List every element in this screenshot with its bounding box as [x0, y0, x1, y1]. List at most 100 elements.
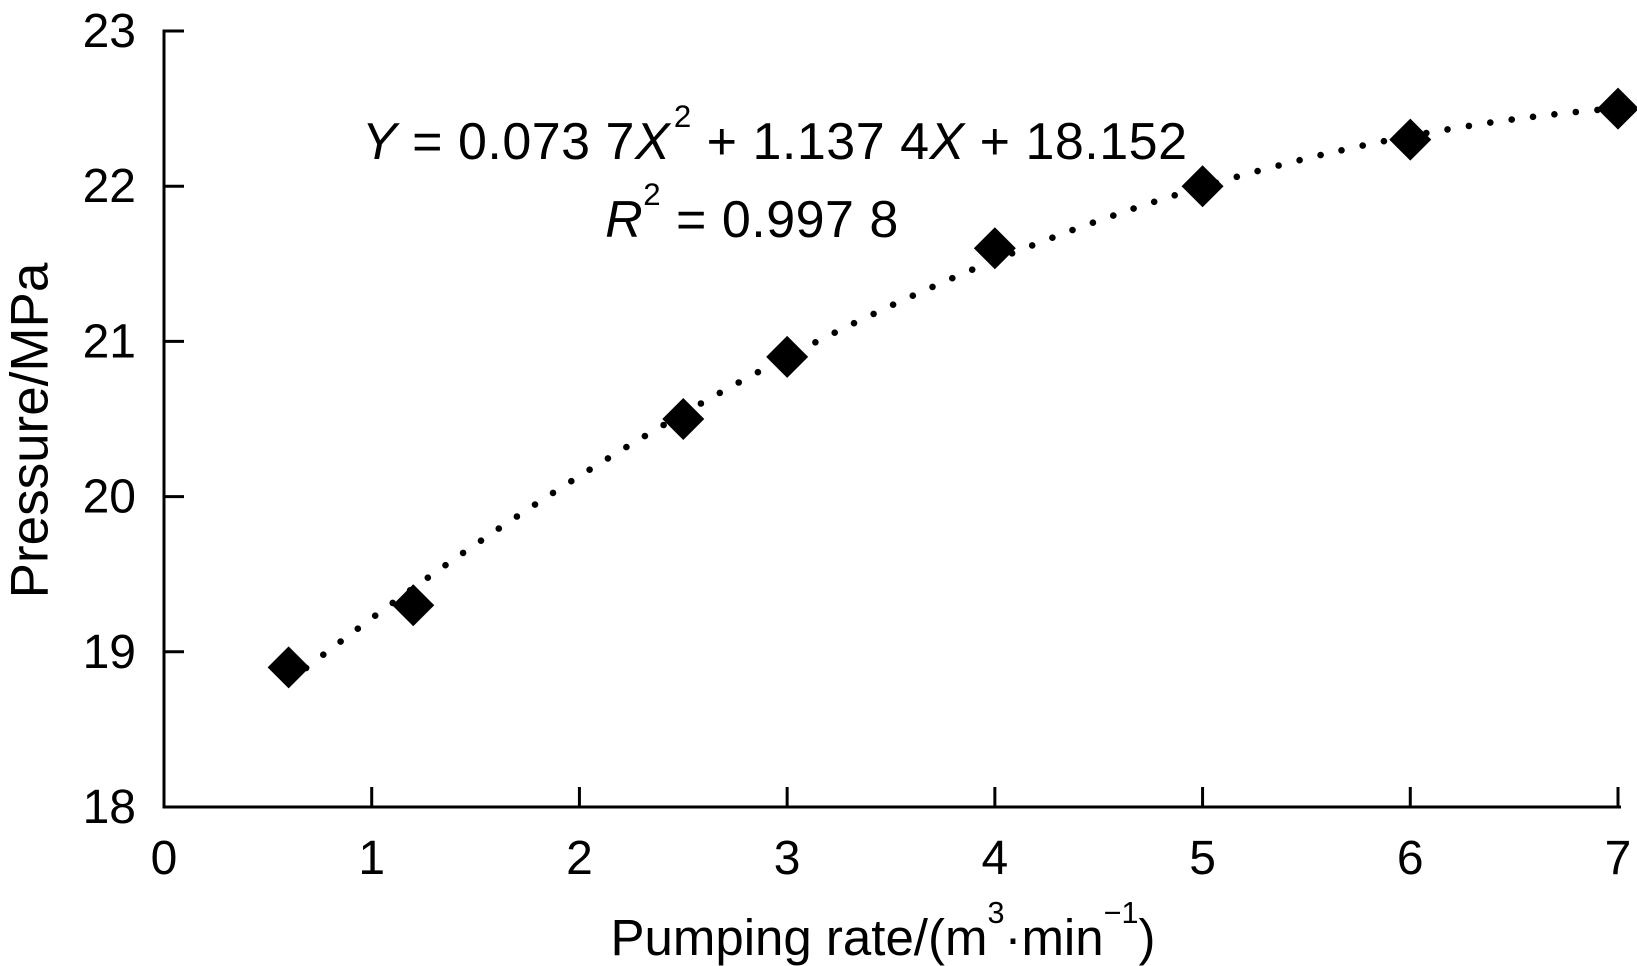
trendline-dot: [716, 389, 724, 397]
trendline-dot: [929, 283, 936, 291]
y-tick-labels: 18 19 20 21 22 23: [83, 5, 136, 834]
trendline-dot: [909, 292, 917, 300]
y-tick-label: 23: [83, 5, 136, 58]
trendline-dot: [549, 489, 557, 497]
trendline-dot: [1233, 173, 1241, 181]
trendline-dot: [337, 638, 344, 645]
trendline-dot: [697, 400, 705, 407]
trendline-dot: [1359, 142, 1366, 149]
trendline-dot: [531, 501, 539, 508]
y-tick-label: 22: [83, 160, 136, 213]
trendline-dot: [424, 574, 432, 581]
trendline-dot: [1444, 126, 1451, 133]
trendline-dot: [889, 301, 897, 309]
trendline-dot: [1089, 219, 1097, 226]
equation-y-symbol: Y: [362, 113, 398, 171]
x-tick-label: 2: [566, 832, 593, 885]
trendline-dot: [568, 477, 575, 485]
data-point: [973, 227, 1016, 270]
trendline-dot: [1317, 151, 1324, 159]
trendline-dot: [371, 612, 379, 619]
data-point: [1181, 165, 1224, 208]
data-point: [392, 584, 435, 627]
trendline-dot: [870, 310, 877, 318]
trendline-dot: [1572, 108, 1580, 116]
x-axis-ticks: [162, 787, 1620, 807]
trendline-dot: [604, 455, 612, 462]
y-tick-label: 21: [83, 315, 136, 368]
trendline-dot: [949, 274, 956, 282]
trendline-dot: [754, 368, 762, 376]
trendline-dot: [968, 266, 976, 274]
trendline-dot: [477, 537, 485, 544]
data-point: [1597, 87, 1637, 130]
trendline-dot: [1171, 192, 1178, 199]
x-axis-title-unit: ·min: [1004, 909, 1104, 966]
trendline-dot: [1028, 242, 1036, 249]
trendline-dot: [660, 421, 667, 429]
trendline-dot: [812, 339, 819, 346]
y-tick-label: 20: [83, 471, 136, 524]
y-tick-label: 18: [83, 781, 136, 834]
x-axis-title-superscript-minus1: −1: [1103, 896, 1139, 931]
x-tick-label: 6: [1397, 832, 1424, 885]
trendline-dot: [1049, 234, 1056, 241]
x-tick-label: 0: [151, 832, 178, 885]
trendline-dot: [1529, 113, 1537, 121]
trendline-dot: [1150, 198, 1158, 206]
trendline-dot: [513, 513, 521, 520]
trendline-dot: [586, 466, 593, 474]
r-squared-superscript: 2: [643, 176, 662, 212]
equation-intercept: + 18.152: [964, 113, 1188, 171]
y-axis-title: Pressure/MPa: [0, 262, 60, 599]
trendline-dot: [641, 432, 649, 440]
trendline-dot: [850, 319, 858, 327]
trendline-dot: [459, 549, 467, 557]
trendline-dot: [1487, 119, 1494, 126]
trendline-dot: [1380, 137, 1388, 145]
trendline-dot: [1508, 116, 1515, 123]
x-axis-title-close-paren: ): [1138, 909, 1156, 966]
trendline-dot: [1465, 122, 1473, 130]
trendline-dot: [831, 329, 838, 337]
trendline-dot: [320, 651, 327, 658]
x-axis-title-superscript-3: 3: [987, 896, 1005, 931]
r-squared-value: = 0.997 8: [661, 191, 899, 249]
trendline-dot: [354, 625, 362, 632]
x-tick-label: 3: [774, 832, 801, 885]
x-tick-labels: 0 1 2 3 4 5 6 7: [151, 832, 1632, 885]
trendline-dot: [623, 443, 630, 451]
equation-x-symbol-2: X: [929, 113, 965, 171]
x-tick-label: 1: [358, 832, 385, 885]
trendline-dot: [495, 525, 503, 532]
x-axis-title-text: Pumping rate/(m: [610, 909, 988, 966]
y-tick-label: 19: [83, 626, 136, 679]
x-axis-title: Pumping rate/(m3·min−1): [533, 896, 1233, 966]
r-symbol: R: [605, 191, 644, 249]
x-tick-label: 5: [1189, 832, 1216, 885]
trendline-dot: [1254, 167, 1261, 175]
data-point: [267, 646, 310, 689]
data-point: [662, 398, 705, 440]
trendline-dot: [442, 561, 449, 569]
equation-coefficient-1: = 0.073 7: [397, 113, 635, 171]
fit-equation: Y = 0.073 7X 2 + 1.137 4X + 18.152: [362, 99, 1187, 172]
equation-coefficient-2: + 1.137 4: [691, 113, 930, 171]
trendline-dot: [1338, 147, 1345, 154]
trendline-dot: [735, 379, 742, 386]
trendline-dot: [1069, 226, 1076, 234]
trendline-dot: [1296, 156, 1303, 164]
data-point: [766, 335, 809, 378]
trendline-dot: [1551, 111, 1558, 118]
trendline-dot: [1275, 162, 1282, 169]
equation-x-symbol-1: X: [634, 113, 671, 171]
x-tick-label: 4: [982, 832, 1009, 885]
x-tick-label: 7: [1605, 832, 1632, 885]
trendline-dot: [1110, 212, 1117, 219]
r-squared-annotation: R2 = 0.997 8: [352, 177, 1152, 250]
equation-squared-superscript: 2: [673, 98, 692, 134]
data-point: [1389, 118, 1432, 161]
data-point-markers: [267, 87, 1637, 689]
